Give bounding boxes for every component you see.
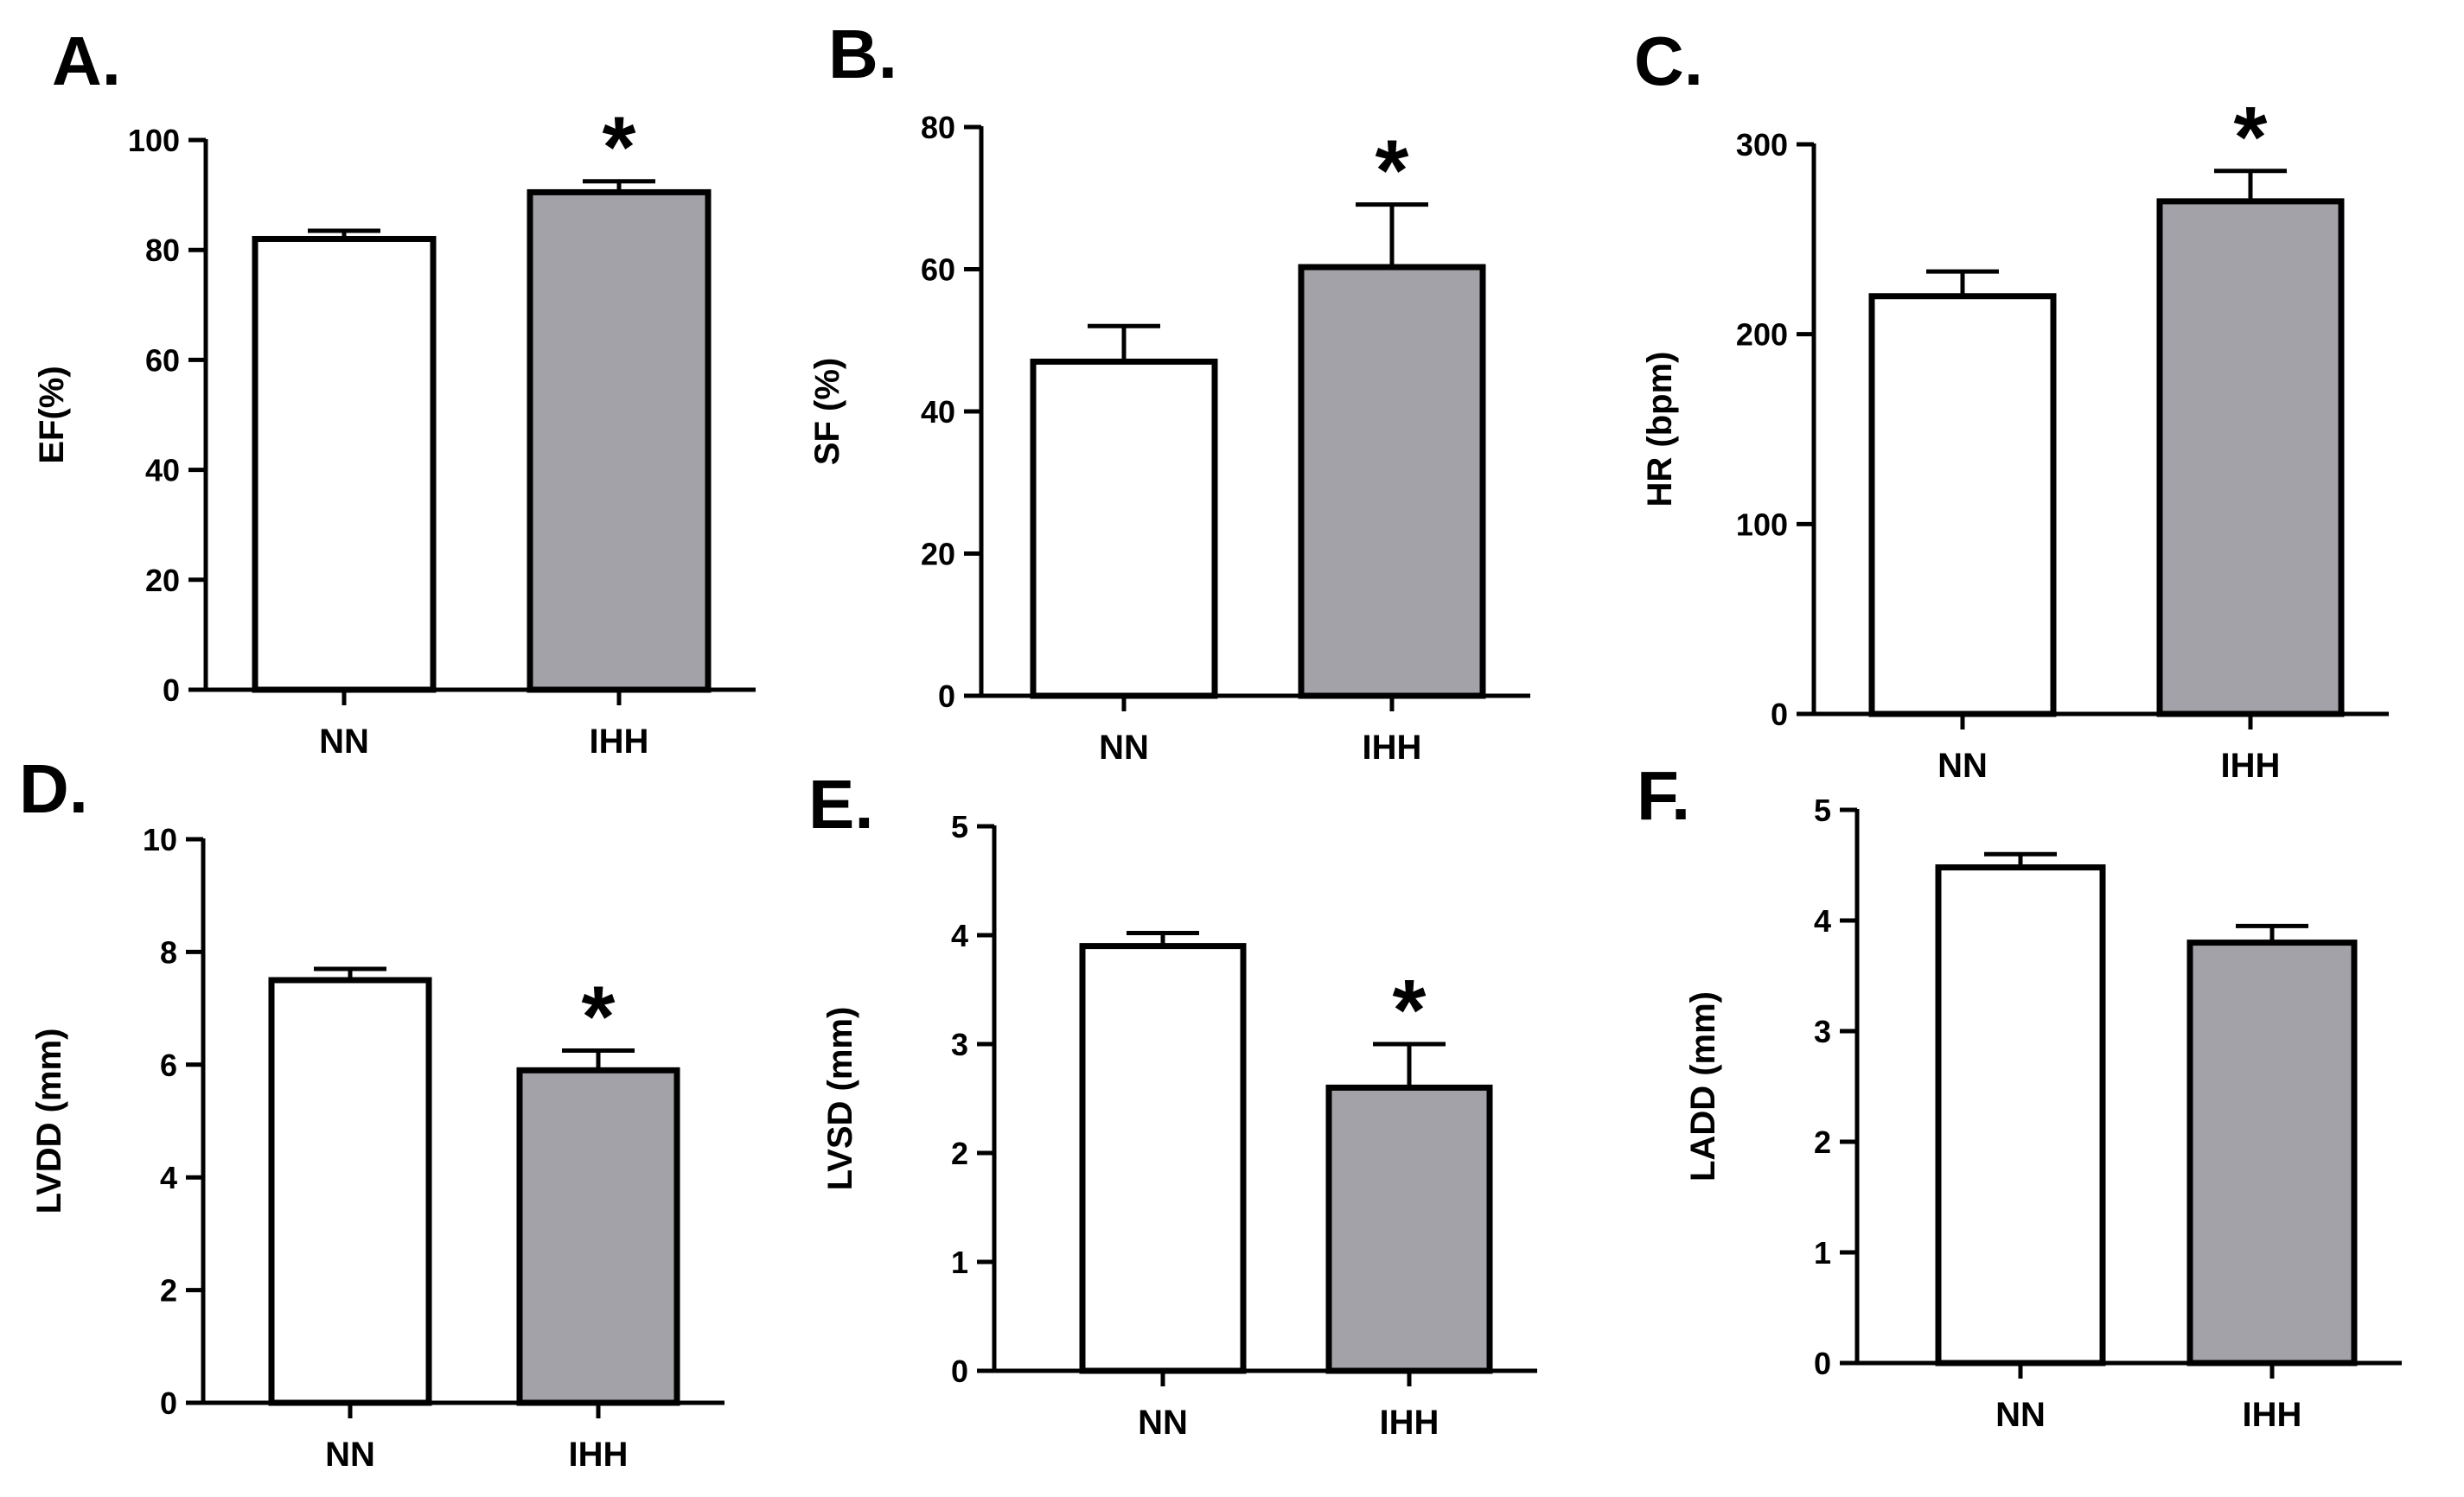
y-axis-title: HR (bpm) (1641, 352, 1679, 507)
y-tick-label: 5 (951, 809, 968, 844)
y-tick-label: 3 (1814, 1014, 1831, 1049)
y-tick-label: 0 (1814, 1346, 1831, 1381)
y-tick-label: 4 (951, 918, 968, 953)
y-tick-label: 0 (163, 672, 180, 708)
x-category-label: NN (319, 723, 369, 761)
bar-nn (1868, 293, 2057, 717)
y-tick-label: 3 (951, 1027, 968, 1062)
bar-nn (1935, 864, 2106, 1366)
y-tick-label: 0 (160, 1386, 177, 1421)
panel-letter: B. (828, 16, 897, 92)
y-tick-label: 1 (951, 1245, 968, 1280)
y-tick-label: 0 (951, 1354, 968, 1389)
significance-star: * (1393, 962, 1427, 1059)
chart-panel-5: E. LVSD (mm) 0 1 2 3 4 5 NN IHH * (808, 766, 1537, 1442)
y-tick-label: 40 (921, 394, 955, 430)
y-tick-label: 20 (145, 563, 180, 598)
y-axis-title: EF(%) (33, 366, 71, 463)
bar-ihh (2156, 198, 2345, 717)
y-tick-label: 4 (160, 1160, 177, 1195)
y-tick-label: 300 (1736, 127, 1788, 162)
x-category-label: NN (1138, 1404, 1188, 1442)
bar-ihh (1325, 1084, 1493, 1374)
x-category-label: NN (1995, 1396, 2046, 1434)
bar-ihh (1298, 264, 1486, 699)
chart-panel-6: F. LADD (mm) 0 1 2 3 4 5 NN IHH (1637, 757, 2402, 1434)
x-category-label: IHH (569, 1436, 629, 1474)
x-category-label: IHH (1363, 729, 1422, 767)
x-category-label: IHH (2243, 1396, 2302, 1434)
panel-letter: F. (1637, 757, 1690, 834)
x-category-label: NN (1099, 729, 1149, 767)
significance-star: * (2234, 89, 2268, 186)
bar-nn (1030, 358, 1218, 699)
significance-star: * (1376, 123, 1409, 220)
chart-panel-1: A. EF(%) 0 20 40 60 80 100 NN IHH * (33, 22, 756, 761)
y-tick-label: 2 (1814, 1124, 1831, 1160)
x-category-label: NN (1937, 747, 1988, 785)
y-tick-label: 20 (921, 537, 955, 572)
y-tick-label: 0 (938, 678, 955, 714)
chart-panel-2: B. SF (%) 0 20 40 60 80 NN IHH * (808, 16, 1530, 767)
y-tick-label: 60 (145, 342, 180, 378)
x-category-label: IHH (590, 723, 649, 761)
y-tick-label: 80 (921, 110, 955, 145)
bar-ihh (2186, 940, 2358, 1366)
bar-nn (268, 977, 432, 1406)
y-tick-label: 100 (128, 123, 180, 158)
y-tick-label: 0 (1771, 697, 1788, 732)
panel-letter: A. (52, 22, 121, 99)
y-tick-label: 60 (921, 252, 955, 288)
panel-letter: E. (808, 766, 874, 843)
y-tick-label: 1 (1814, 1235, 1831, 1271)
significance-star: * (603, 99, 636, 196)
y-tick-label: 5 (1814, 793, 1831, 828)
y-tick-label: 100 (1736, 506, 1788, 542)
bar-nn (1079, 943, 1247, 1374)
panel-letter: C. (1634, 22, 1703, 99)
y-axis-title: LVSD (mm) (821, 1007, 859, 1191)
panel-letter: D. (19, 750, 88, 827)
y-tick-label: 2 (951, 1136, 968, 1171)
y-axis-title: LADD (mm) (1684, 991, 1722, 1182)
bar-nn (252, 235, 437, 693)
chart-panel-4: D. LVDD (mm) 0 2 4 6 8 10 NN IHH * (19, 750, 725, 1474)
y-tick-label: 10 (143, 822, 177, 857)
y-tick-label: 6 (160, 1048, 177, 1083)
x-category-label: IHH (2221, 747, 2281, 785)
y-axis-title: SF (%) (808, 358, 846, 465)
y-tick-label: 4 (1814, 903, 1831, 939)
y-tick-label: 200 (1736, 317, 1788, 353)
bar-ihh (527, 188, 712, 693)
y-tick-label: 80 (145, 233, 180, 268)
y-tick-label: 2 (160, 1273, 177, 1309)
bar-ihh (516, 1067, 680, 1406)
x-category-label: NN (325, 1436, 375, 1474)
significance-star: * (582, 969, 616, 1066)
chart-panel-3: C. HR (bpm) 0 100 200 300 NN IHH * (1634, 22, 2389, 785)
y-axis-title: LVDD (mm) (30, 1029, 68, 1214)
y-tick-label: 8 (160, 934, 177, 970)
x-category-label: IHH (1380, 1404, 1439, 1442)
y-tick-label: 40 (145, 453, 180, 488)
